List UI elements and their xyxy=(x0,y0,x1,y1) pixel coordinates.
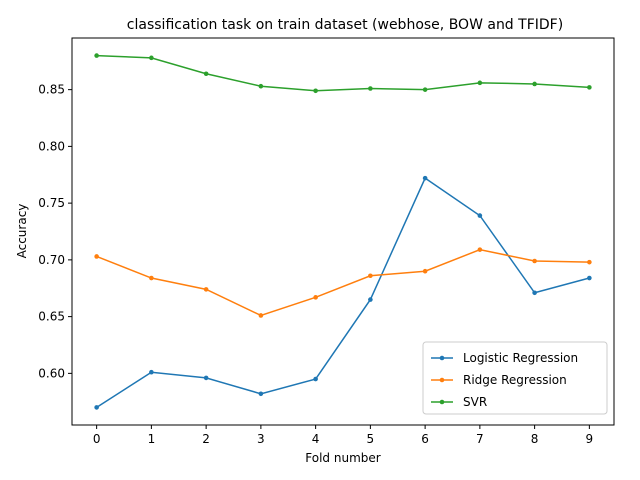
x-tick-label: 2 xyxy=(202,432,210,446)
legend-marker xyxy=(439,377,445,383)
series-line xyxy=(96,54,590,92)
legend-marker xyxy=(439,399,445,405)
legend-label: SVR xyxy=(463,395,487,409)
data-point xyxy=(203,287,209,292)
y-axis: 0.60 0.65 0.70 0.75 0.80 0.85 xyxy=(38,83,72,380)
x-tick-label: 6 xyxy=(421,432,429,446)
data-point xyxy=(258,391,264,397)
data-point xyxy=(422,175,428,181)
data-point xyxy=(532,290,537,296)
data-point xyxy=(587,275,592,281)
data-point xyxy=(477,213,483,218)
x-tick-label: 0 xyxy=(93,432,101,446)
x-axis: 0 1 2 3 4 5 6 7 8 9 xyxy=(93,425,593,446)
series-line xyxy=(96,177,590,409)
legend: Logistic Regression Ridge Regression SVR xyxy=(422,341,608,415)
data-point xyxy=(422,268,428,274)
y-tick-label: 0.60 xyxy=(38,366,65,380)
data-point xyxy=(368,297,373,302)
x-tick-label: 3 xyxy=(257,432,265,446)
data-point xyxy=(258,83,264,89)
y-tick-label: 0.80 xyxy=(38,139,65,153)
data-point xyxy=(587,85,592,90)
legend-item: Logistic Regression xyxy=(431,351,578,365)
data-point xyxy=(149,275,154,281)
data-point xyxy=(532,81,537,87)
legend-item: SVR xyxy=(431,395,487,409)
legend-marker xyxy=(439,355,445,361)
x-tick-label: 1 xyxy=(148,432,156,446)
data-point xyxy=(422,87,428,92)
data-point xyxy=(532,258,537,264)
data-point xyxy=(368,86,373,91)
data-point xyxy=(94,254,99,259)
data-point xyxy=(313,88,318,94)
data-point xyxy=(368,273,373,279)
x-tick-label: 8 xyxy=(531,432,539,446)
x-tick-label: 4 xyxy=(312,432,320,446)
data-point xyxy=(94,405,99,410)
series-svr xyxy=(94,53,592,94)
y-tick-label: 0.70 xyxy=(38,253,65,267)
y-tick-label: 0.85 xyxy=(38,83,65,97)
data-point xyxy=(149,369,154,375)
data-point xyxy=(587,259,592,265)
data-point xyxy=(477,247,483,252)
legend-label: Ridge Regression xyxy=(463,373,567,387)
x-tick-label: 9 xyxy=(586,432,594,446)
chart-title: classification task on train dataset (we… xyxy=(127,17,563,33)
series-ridge-regression xyxy=(94,247,592,318)
series-logistic-regression xyxy=(94,175,592,410)
data-point xyxy=(477,80,483,86)
legend-frame xyxy=(422,341,608,415)
data-point xyxy=(258,313,264,318)
series-layer xyxy=(94,53,592,410)
data-point xyxy=(94,53,99,58)
data-point xyxy=(149,55,154,61)
legend-label: Logistic Regression xyxy=(463,351,578,365)
x-tick-label: 5 xyxy=(367,432,375,446)
y-axis-label: Accuracy xyxy=(15,204,29,259)
data-point xyxy=(203,375,209,381)
y-tick-label: 0.75 xyxy=(38,196,65,210)
data-point xyxy=(203,71,209,77)
y-tick-label: 0.65 xyxy=(38,310,65,324)
series-line xyxy=(96,248,590,317)
x-tick-label: 7 xyxy=(476,432,484,446)
data-point xyxy=(313,376,318,382)
x-axis-label: Fold number xyxy=(305,451,380,465)
legend-item: Ridge Regression xyxy=(431,373,567,387)
data-point xyxy=(313,295,318,300)
